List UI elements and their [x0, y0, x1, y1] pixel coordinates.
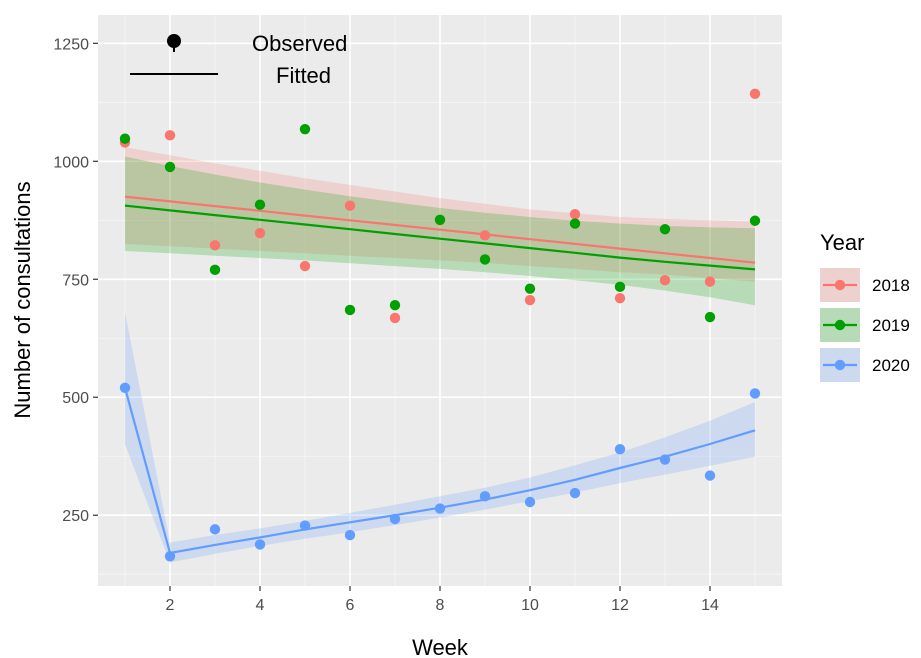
x-tick-label: 10	[521, 597, 539, 614]
legend-key-point-2020	[834, 359, 846, 371]
point-2020-week-2	[164, 551, 176, 562]
point-2020-week-8	[434, 503, 446, 514]
point-2020-week-15	[749, 388, 761, 399]
inset-fitted-label: Fitted	[276, 63, 331, 88]
axes: 2 4 6 8 10 12 14 250 500 750 1000 1250	[53, 36, 719, 614]
fitted-line-2019	[124, 204, 756, 271]
point-2020-week-7	[389, 513, 401, 525]
x-tick-label: 2	[166, 597, 175, 614]
x-tick-label: 6	[346, 597, 355, 614]
point-2019-week-2	[164, 161, 176, 173]
inset-observed-point	[167, 34, 181, 48]
legend-key-point-2018	[834, 279, 846, 291]
point-2020-week-6	[344, 529, 356, 541]
point-2019-week-7	[389, 300, 401, 311]
band-2018	[125, 147, 755, 282]
point-2018-week-13	[659, 275, 671, 286]
y-axis-title: Number of consultations	[10, 181, 35, 418]
point-2019-week-8	[434, 214, 446, 226]
point-2018-week-15	[749, 88, 761, 100]
point-2018-week-12	[614, 292, 626, 304]
x-tick-label: 8	[436, 597, 445, 614]
point-2020-week-3	[209, 524, 221, 535]
point-2019-week-14	[704, 311, 716, 323]
point-2020-week-12	[614, 443, 626, 455]
band-2019	[125, 156, 755, 306]
point-2018-week-10	[524, 294, 536, 306]
point-2018-week-2	[164, 130, 176, 141]
point-2019-week-6	[344, 304, 356, 316]
point-2018-week-11	[569, 208, 581, 220]
point-2018-week-9	[479, 230, 491, 241]
point-2019-week-5	[299, 124, 311, 135]
y-tick-label: 500	[62, 390, 89, 407]
point-2019-week-12	[614, 281, 626, 293]
point-2019-week-3	[209, 264, 221, 276]
point-2019-week-15	[749, 215, 761, 226]
point-2018-week-3	[209, 240, 221, 251]
y-tick-label: 750	[62, 272, 89, 289]
y-tick-label: 250	[62, 508, 89, 525]
point-2020-week-5	[299, 520, 311, 531]
y-tick-label: 1250	[53, 36, 89, 53]
inset-legend: Observed Fitted	[130, 31, 347, 88]
point-2020-week-1	[119, 382, 131, 394]
fitted-line-2018	[124, 195, 756, 264]
point-2019-week-4	[254, 199, 266, 210]
observed-points	[119, 88, 761, 562]
x-tick-label: 4	[256, 597, 265, 614]
point-2020-week-11	[569, 487, 581, 499]
point-2020-week-14	[704, 470, 716, 481]
point-2018-week-4	[254, 227, 266, 239]
point-2020-week-10	[524, 496, 536, 508]
legend-key-point-2019	[834, 319, 846, 331]
x-axis-title: Week	[412, 635, 469, 658]
point-2019-week-1	[119, 133, 131, 144]
point-2020-week-13	[659, 454, 671, 465]
point-2018-week-6	[344, 200, 356, 211]
y-tick-label: 1000	[53, 154, 89, 171]
legend-label-2018: 2018	[872, 276, 910, 295]
point-2020-week-9	[479, 491, 491, 502]
point-2019-week-9	[479, 254, 491, 265]
point-2019-week-10	[524, 283, 536, 294]
legend-label-2019: 2019	[872, 316, 910, 335]
point-2018-week-7	[389, 312, 401, 324]
point-2019-week-13	[659, 224, 671, 235]
x-tick-label: 12	[611, 597, 629, 614]
point-2018-week-14	[704, 276, 716, 287]
inset-observed-label: Observed	[252, 31, 347, 56]
year-legend: Year 2018 2019 2020	[820, 230, 910, 382]
legend-label-2020: 2020	[872, 356, 910, 375]
point-2019-week-11	[569, 218, 581, 229]
point-2020-week-4	[254, 539, 266, 550]
point-2018-week-5	[299, 260, 311, 272]
x-tick-label: 14	[701, 597, 719, 614]
legend-title: Year	[820, 230, 864, 255]
